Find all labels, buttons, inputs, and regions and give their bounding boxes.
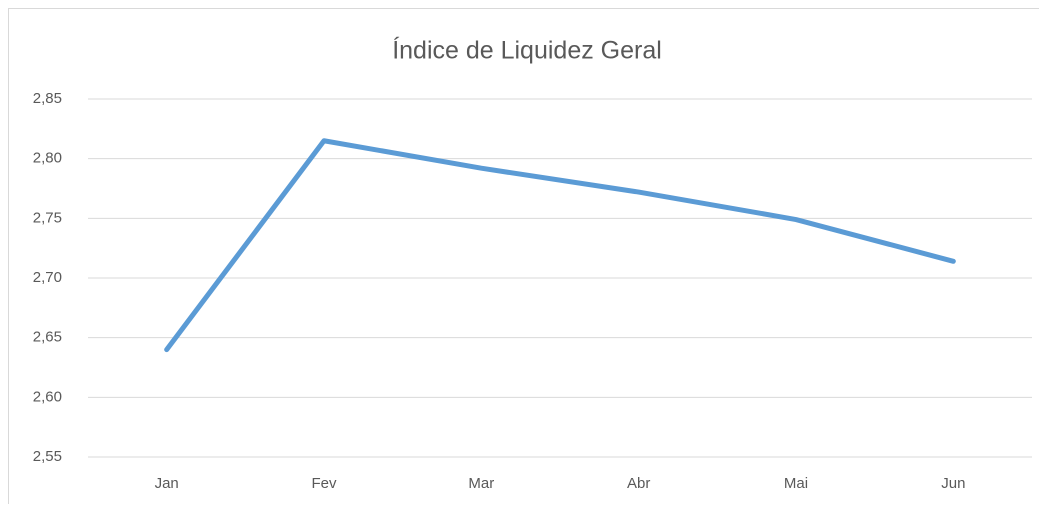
y-tick-label: 2,70 (33, 269, 62, 286)
x-tick-label: Jun (941, 475, 965, 492)
x-tick-label: Abr (627, 475, 650, 492)
y-tick-label: 2,85 (33, 90, 62, 107)
x-tick-label: Fev (311, 475, 337, 492)
x-tick-label: Mai (784, 475, 808, 492)
y-tick-label: 2,55 (33, 448, 62, 465)
x-tick-label: Mar (468, 475, 494, 492)
y-tick-label: 2,75 (33, 209, 62, 226)
chart-title: Índice de Liquidez Geral (392, 36, 662, 65)
y-tick-label: 2,80 (33, 150, 62, 167)
y-tick-label: 2,60 (33, 388, 62, 405)
y-tick-label: 2,65 (33, 329, 62, 346)
chart-border (9, 9, 1039, 505)
x-tick-label: Jan (155, 475, 179, 492)
